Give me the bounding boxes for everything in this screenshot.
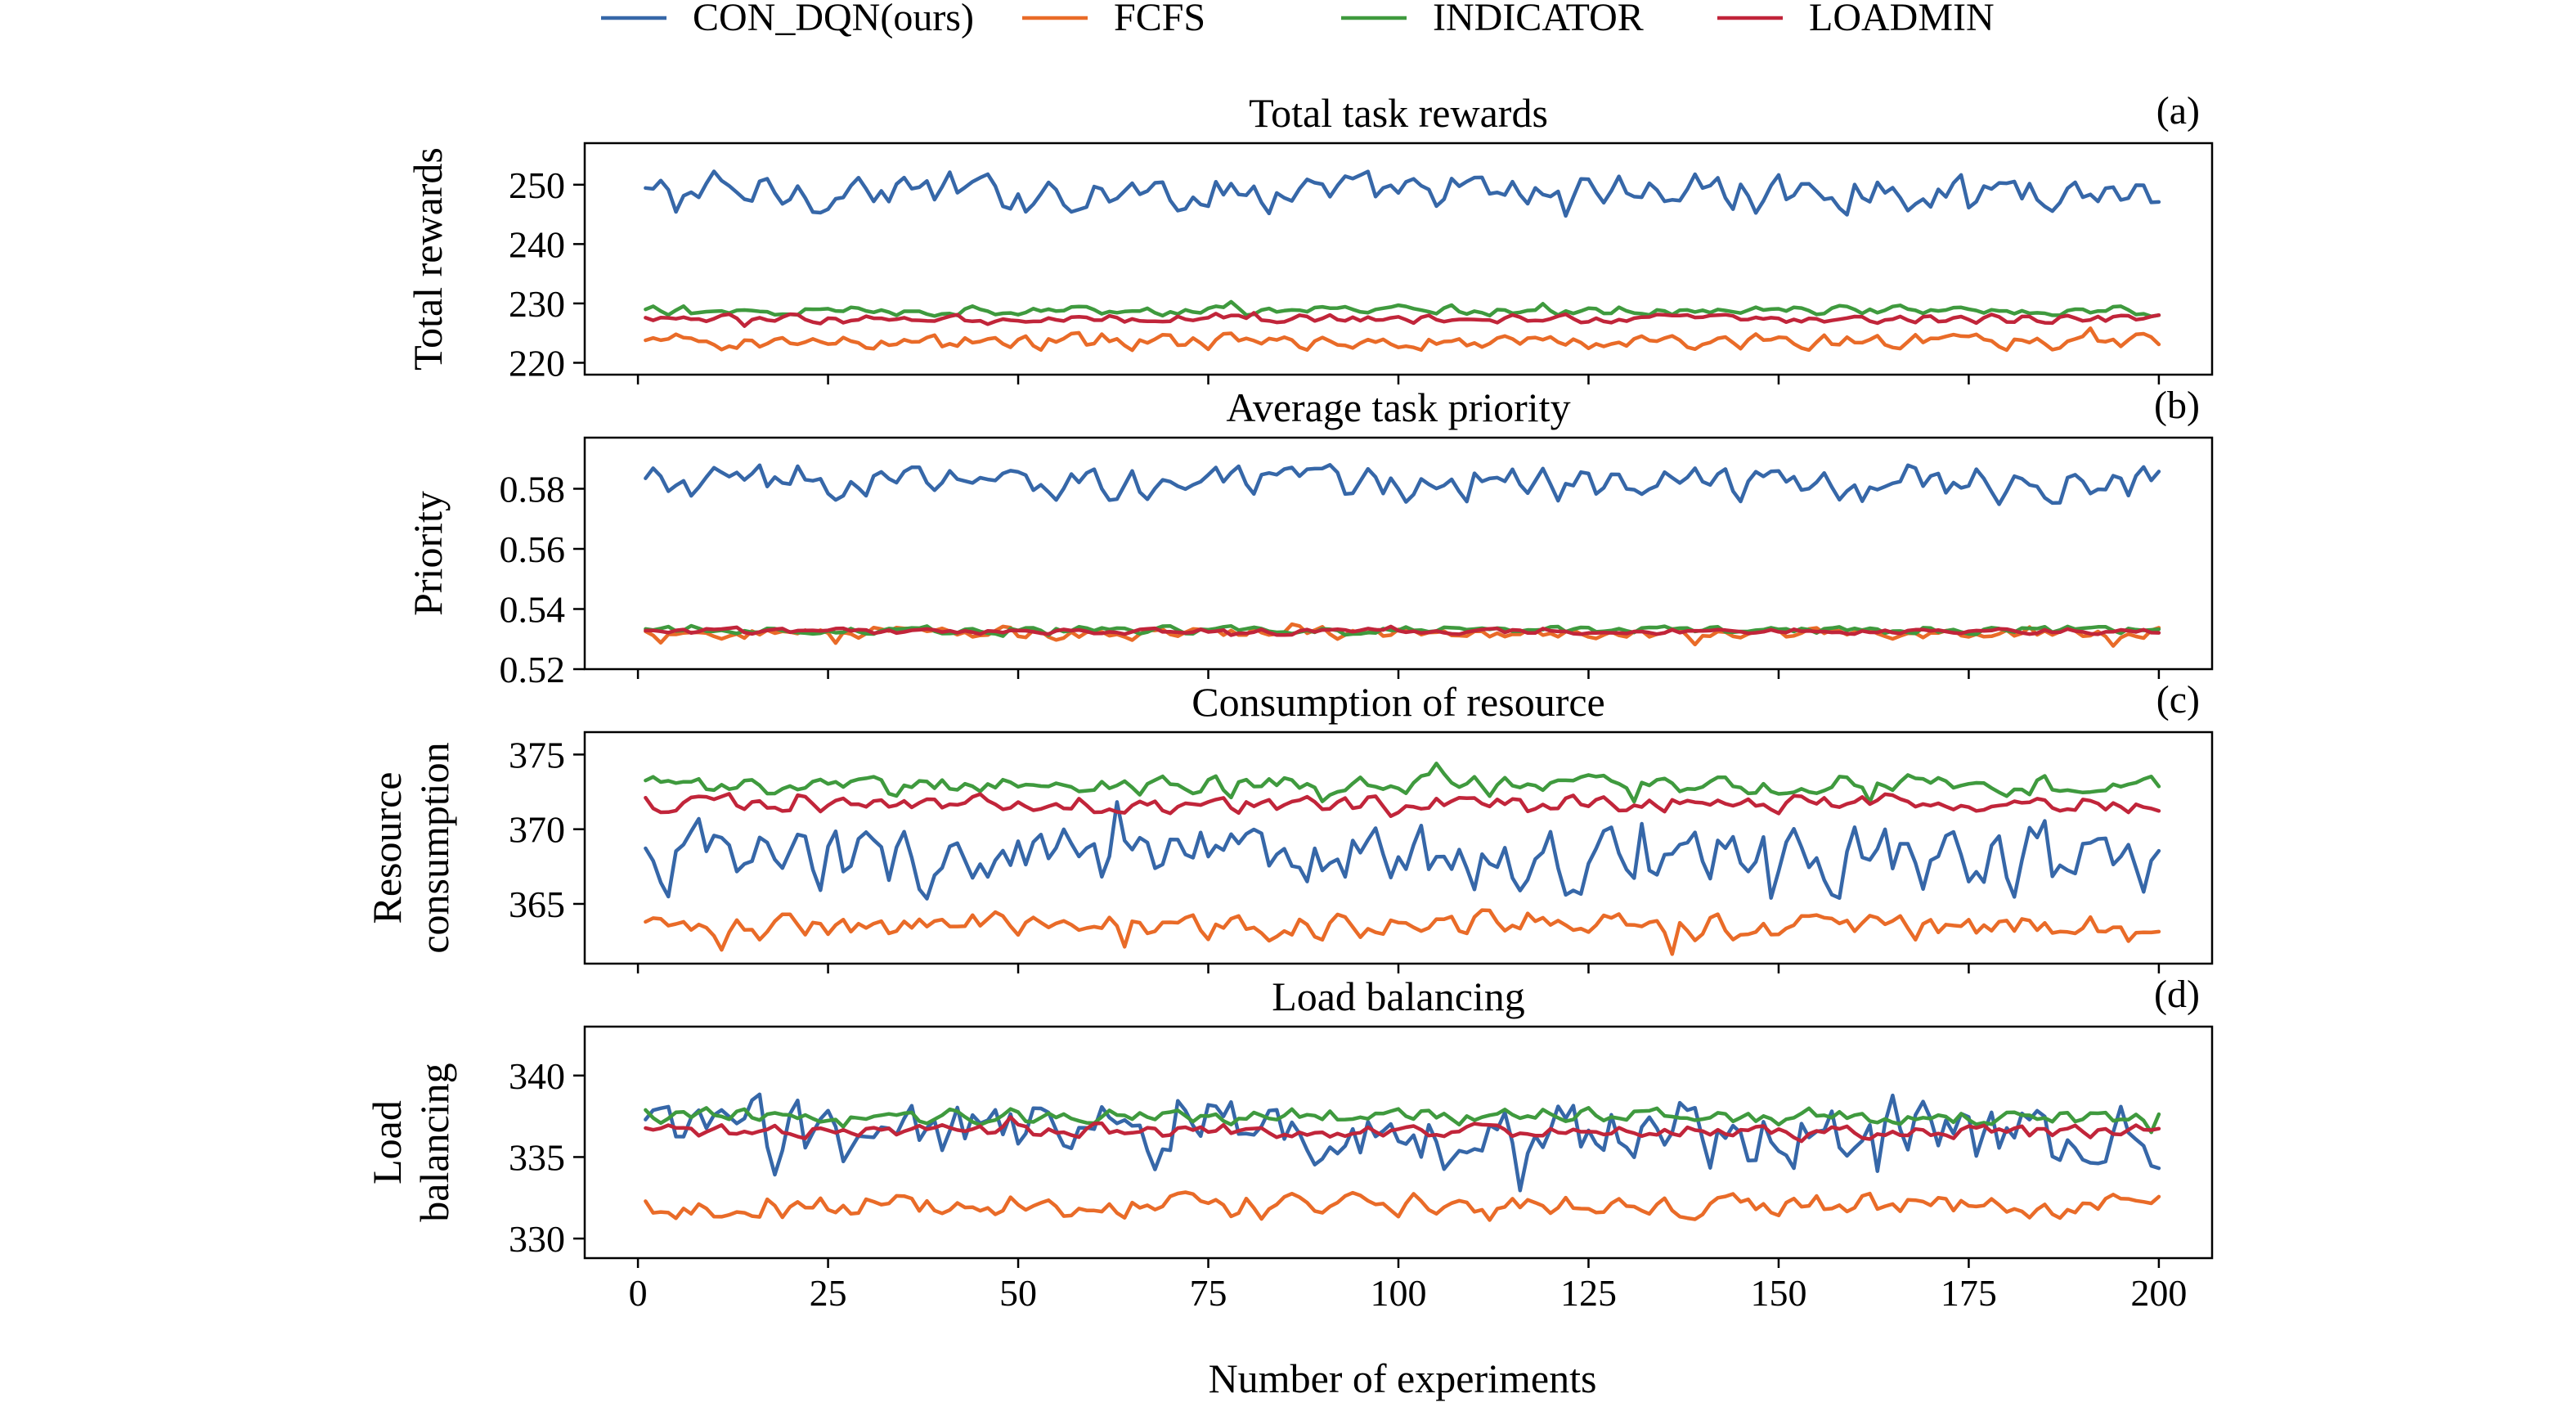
chart-panel: Consumption of resource (c) 365 370 375 Resou… <box>364 678 2214 973</box>
y-axis-label: Total rewards <box>405 147 451 371</box>
panel-label: (a) <box>2156 89 2200 133</box>
panel-title: Average task priority <box>1226 384 1570 430</box>
y-tick-label: 340 <box>509 1055 565 1097</box>
series-line <box>644 1092 2161 1193</box>
x-tick-label: 25 <box>810 1272 847 1314</box>
x-tick-label: 0 <box>629 1272 648 1314</box>
series-line <box>644 326 2161 353</box>
y-tick-label: 0.54 <box>500 588 566 630</box>
series-line <box>644 908 2161 956</box>
y-tick-label: 375 <box>509 734 565 775</box>
y-tick-label: 335 <box>509 1136 565 1178</box>
series-line <box>644 762 2161 804</box>
chart-panel: Total task rewards (a) 220 230 240 250 Total r… <box>405 89 2214 384</box>
y-tick-label: 365 <box>509 883 565 925</box>
series-line <box>644 463 2161 506</box>
legend-entry: CON_DQN(ours) <box>601 0 974 39</box>
series-line <box>644 624 2161 637</box>
series-line <box>644 1106 2161 1135</box>
series-line <box>644 169 2161 218</box>
legend: CON_DQN(ours) FCFS INDICATOR LOADMIN <box>601 0 1995 39</box>
series-line <box>644 792 2161 818</box>
series-line <box>644 800 2161 901</box>
legend-label: INDICATOR <box>1433 0 1644 39</box>
legend-label: FCFS <box>1114 0 1205 39</box>
chart-panel: Load balancing (d) 330 335 340 Load balancing 0… <box>364 973 2214 1314</box>
x-tick-label: 175 <box>1941 1272 1997 1314</box>
x-tick-label: 200 <box>2130 1272 2187 1314</box>
legend-label: CON_DQN(ours) <box>693 0 974 39</box>
y-axis-label: Priority <box>405 491 451 616</box>
series-line <box>644 299 2161 319</box>
panel-label: (b) <box>2154 384 2200 427</box>
y-axis-label: Load <box>364 1100 410 1184</box>
y-tick-label: 370 <box>509 809 565 851</box>
y-axis-label: consumption <box>411 742 457 953</box>
panel-title: Total task rewards <box>1249 90 1548 136</box>
x-tick-label: 75 <box>1190 1272 1227 1314</box>
y-tick-label: 250 <box>509 164 565 206</box>
panel-title: Consumption of resource <box>1192 679 1604 725</box>
x-tick-label: 50 <box>999 1272 1037 1314</box>
y-axis-label: balancing <box>411 1063 457 1221</box>
plot-frame <box>583 142 2214 376</box>
y-tick-label: 240 <box>509 223 565 265</box>
y-tick-label: 330 <box>509 1218 565 1260</box>
legend-label: LOADMIN <box>1809 0 1995 39</box>
panel-label: (c) <box>2156 678 2200 721</box>
legend-entry: INDICATOR <box>1341 0 1644 39</box>
legend-entry: LOADMIN <box>1717 0 1995 39</box>
y-tick-label: 230 <box>509 283 565 325</box>
x-tick-label: 150 <box>1750 1272 1806 1314</box>
y-tick-label: 0.52 <box>500 649 566 690</box>
y-tick-label: 0.58 <box>500 468 566 510</box>
x-axis-label: Number of experiments <box>1209 1355 1597 1401</box>
y-tick-label: 220 <box>509 342 565 384</box>
legend-entry: FCFS <box>1022 0 1205 39</box>
y-axis-label: Resource <box>364 771 410 924</box>
panel-title: Load balancing <box>1272 973 1525 1019</box>
x-tick-label: 100 <box>1371 1272 1427 1314</box>
series-line <box>644 1190 2161 1222</box>
series-line <box>644 311 2161 328</box>
y-tick-label: 0.56 <box>500 528 566 570</box>
panel-label: (d) <box>2154 973 2200 1016</box>
series-line <box>644 1115 2161 1144</box>
x-tick-label: 125 <box>1560 1272 1617 1314</box>
chart-panel: Average task priority (b) 0.52 0.54 0.56 0.58… <box>405 384 2214 690</box>
